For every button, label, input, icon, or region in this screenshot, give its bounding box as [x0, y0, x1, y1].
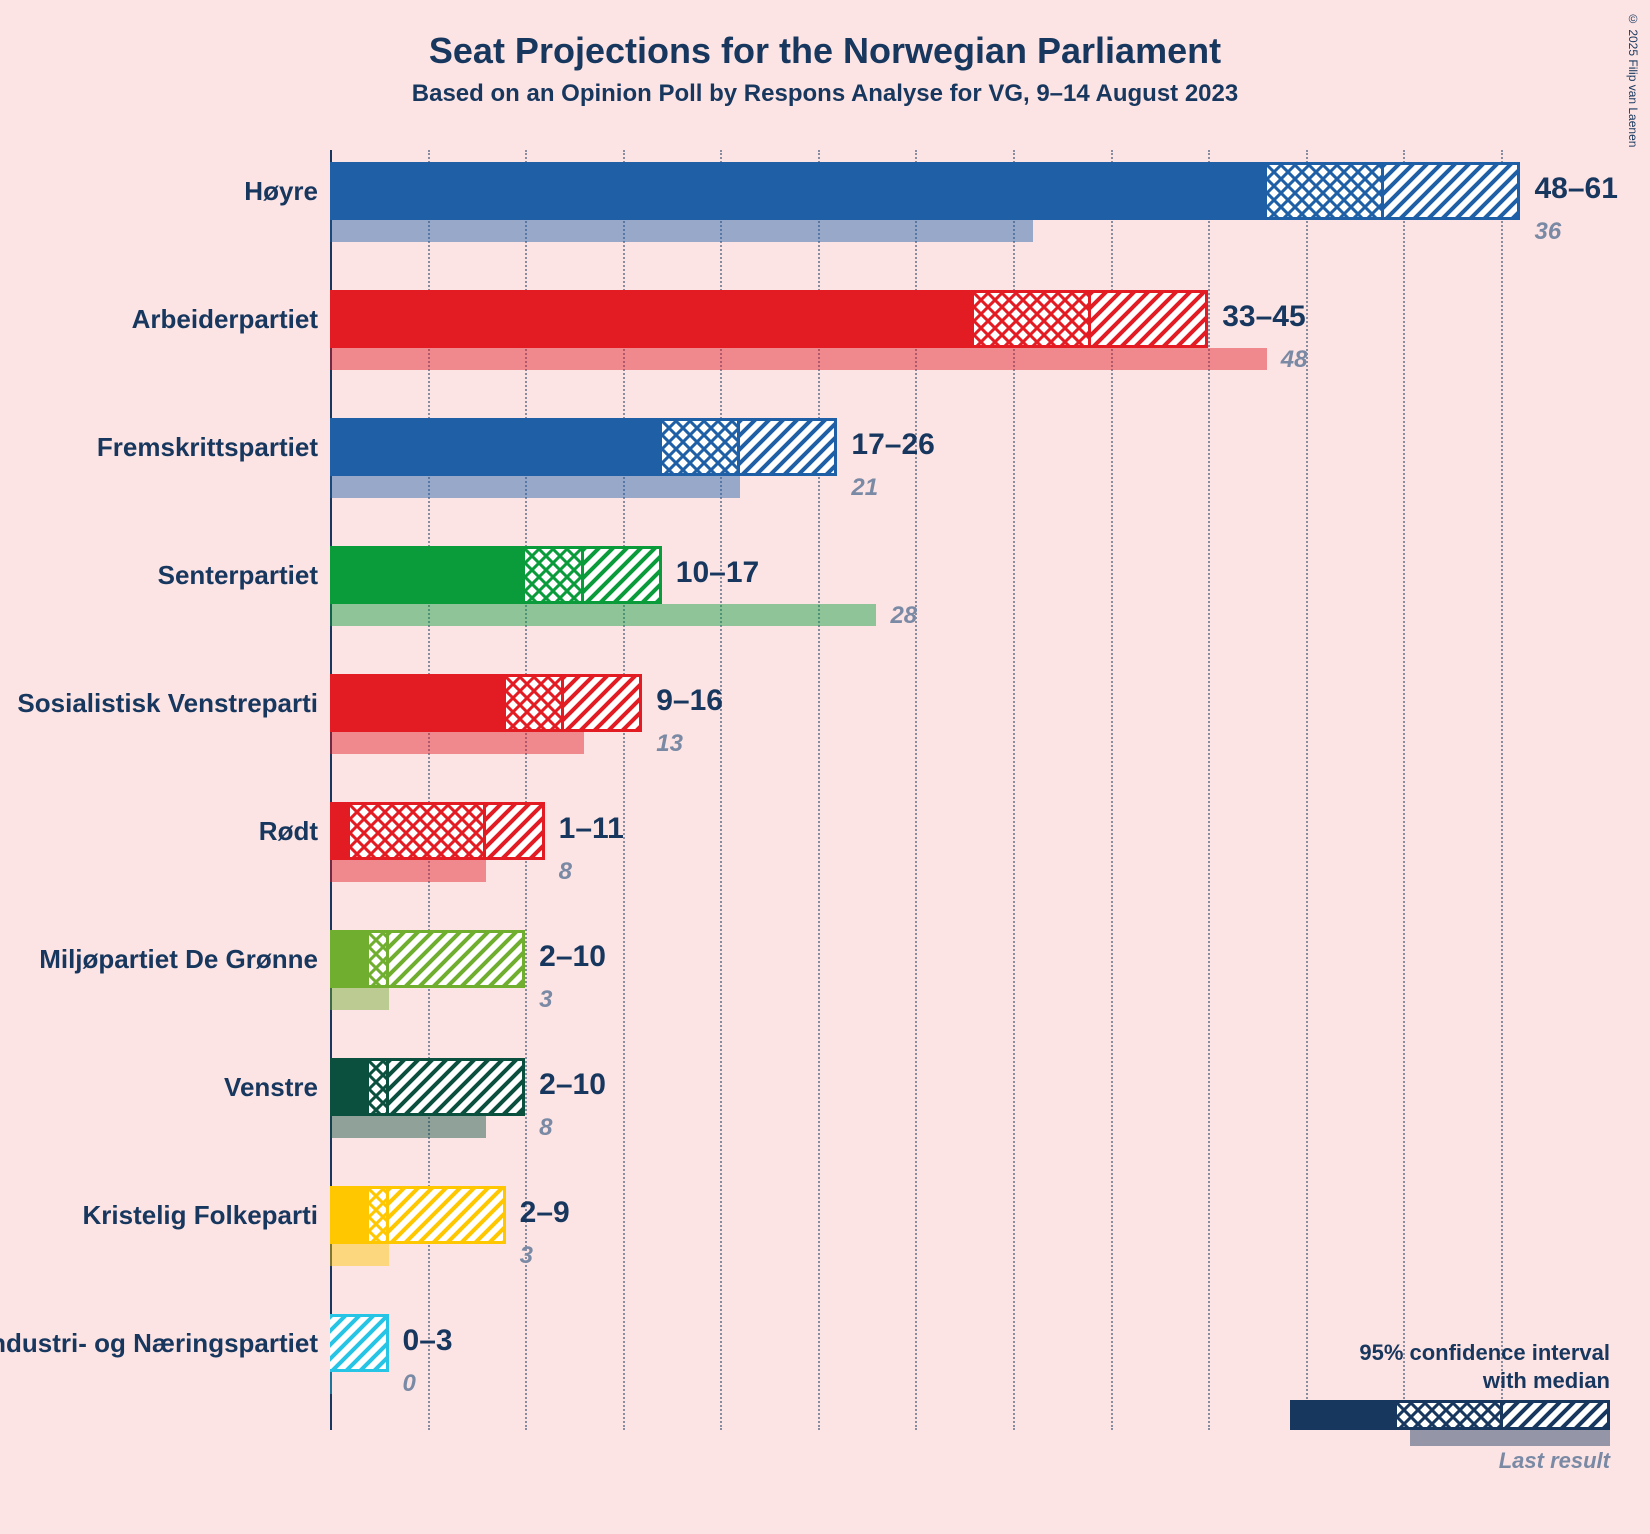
bar-solid [330, 802, 350, 860]
range-label: 2–9 [520, 1196, 570, 1230]
bar-solid [330, 674, 506, 732]
party-label: Arbeiderpartiet [132, 304, 318, 335]
bar-previous [330, 348, 1267, 370]
range-label: 0–3 [403, 1324, 453, 1358]
bar-previous [330, 988, 389, 1010]
bar-solid [330, 162, 1267, 220]
bar-diagonal [740, 418, 838, 476]
party-row: Venstre2–108 [330, 1058, 1540, 1186]
party-label: Sosialistisk Venstreparti [17, 688, 318, 719]
range-label: 9–16 [656, 684, 723, 718]
bar-diagonal [584, 546, 662, 604]
bar-previous [330, 860, 486, 882]
party-label: Høyre [244, 176, 318, 207]
bar-diagonal [486, 802, 545, 860]
party-label: Venstre [224, 1072, 318, 1103]
previous-label: 3 [520, 1242, 533, 1270]
bar-crosshatch [974, 290, 1091, 348]
legend-ci-bar [1290, 1400, 1610, 1430]
bar-crosshatch [369, 1058, 389, 1116]
party-row: Senterpartiet10–1728 [330, 546, 1540, 674]
bar-diagonal [1091, 290, 1208, 348]
bar-previous [330, 1116, 486, 1138]
party-label: Industri- og Næringspartiet [0, 1328, 318, 1359]
bar-crosshatch [506, 674, 565, 732]
previous-label: 8 [559, 858, 572, 886]
party-label: Senterpartiet [158, 560, 318, 591]
range-label: 10–17 [676, 556, 759, 590]
party-row: Miljøpartiet De Grønne2–103 [330, 930, 1540, 1058]
party-row: Arbeiderpartiet33–4548 [330, 290, 1540, 418]
range-label: 2–10 [539, 1068, 606, 1102]
party-label: Fremskrittspartiet [97, 432, 318, 463]
bar-previous [330, 1372, 332, 1394]
bar-crosshatch [1267, 162, 1384, 220]
bar-diagonal [564, 674, 642, 732]
bar-previous [330, 220, 1033, 242]
bar-solid [330, 930, 369, 988]
bar-crosshatch [369, 1186, 389, 1244]
party-row: Kristelig Folkeparti2–93 [330, 1186, 1540, 1314]
bar-solid [330, 418, 662, 476]
bar-diagonal [330, 1314, 389, 1372]
bar-solid [330, 1058, 369, 1116]
bar-previous [330, 732, 584, 754]
previous-label: 21 [851, 474, 878, 502]
copyright-text: © 2025 Filip van Laenen [1626, 12, 1640, 147]
range-label: 17–26 [851, 428, 934, 462]
bar-diagonal [1384, 162, 1521, 220]
party-row: Høyre48–6136 [330, 162, 1540, 290]
chart-plot-area: Høyre48–6136Arbeiderpartiet33–4548Fremsk… [330, 150, 1540, 1430]
previous-label: 0 [403, 1370, 416, 1398]
bar-solid [330, 290, 974, 348]
chart-subtitle: Based on an Opinion Poll by Respons Anal… [0, 72, 1650, 108]
bar-previous [330, 604, 876, 626]
bar-previous [330, 1244, 389, 1266]
bar-crosshatch [662, 418, 740, 476]
previous-label: 36 [1534, 218, 1561, 246]
legend: 95% confidence interval with median Last … [1290, 1339, 1610, 1474]
legend-ci-label: 95% confidence interval with median [1290, 1339, 1610, 1394]
party-label: Kristelig Folkeparti [83, 1200, 319, 1231]
bar-crosshatch [369, 930, 389, 988]
previous-label: 3 [539, 986, 552, 1014]
chart-title: Seat Projections for the Norwegian Parli… [0, 0, 1650, 72]
previous-label: 48 [1281, 346, 1308, 374]
bar-solid [330, 546, 525, 604]
party-row: Sosialistisk Venstreparti9–1613 [330, 674, 1540, 802]
legend-ci-segment [1290, 1400, 1397, 1430]
bar-crosshatch [350, 802, 487, 860]
bar-diagonal [389, 930, 526, 988]
bar-diagonal [389, 1058, 526, 1116]
bar-solid [330, 1186, 369, 1244]
bar-crosshatch [525, 546, 584, 604]
legend-prev-label: Last result [1290, 1448, 1610, 1474]
range-label: 48–61 [1534, 172, 1617, 206]
previous-label: 8 [539, 1114, 552, 1142]
previous-label: 13 [656, 730, 683, 758]
legend-ci-segment [1397, 1400, 1504, 1430]
bar-diagonal [389, 1186, 506, 1244]
party-row: Fremskrittspartiet17–2621 [330, 418, 1540, 546]
previous-label: 28 [890, 602, 917, 630]
range-label: 2–10 [539, 940, 606, 974]
range-label: 33–45 [1222, 300, 1305, 334]
legend-ci-segment [1503, 1400, 1610, 1430]
party-label: Rødt [259, 816, 318, 847]
bar-previous [330, 476, 740, 498]
range-label: 1–11 [559, 812, 624, 846]
legend-prev-bar [1410, 1430, 1610, 1446]
party-label: Miljøpartiet De Grønne [39, 944, 318, 975]
party-row: Rødt1–118 [330, 802, 1540, 930]
